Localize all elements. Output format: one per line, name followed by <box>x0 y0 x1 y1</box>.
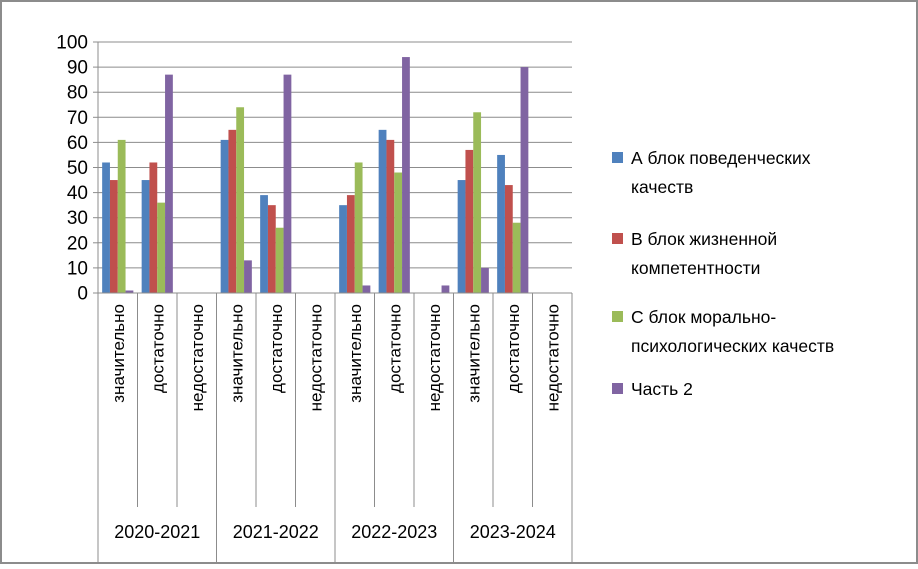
axes <box>93 41 573 563</box>
bar <box>339 205 347 293</box>
bar <box>457 180 466 293</box>
bar <box>386 139 395 293</box>
legend-swatch <box>612 311 623 322</box>
legend-label: психологических качеств <box>631 336 834 356</box>
x-category-label: достаточно <box>267 304 286 393</box>
y-tick-label: 60 <box>67 133 88 154</box>
legend-swatch <box>612 152 623 163</box>
bar <box>512 222 521 293</box>
x-group-label: 2023-2024 <box>470 522 556 542</box>
bar <box>125 290 134 293</box>
bar <box>260 195 268 293</box>
y-tick-label: 100 <box>56 33 88 54</box>
legend-label: качеств <box>631 177 693 197</box>
bar <box>497 154 505 293</box>
bar <box>165 74 173 293</box>
y-tick-label: 40 <box>67 183 88 204</box>
x-axis-categories: значительно достаточно недостаточно значите… <box>109 304 563 411</box>
bar <box>228 129 237 293</box>
x-category-label: значительно <box>464 304 483 403</box>
bar <box>504 185 513 293</box>
bar <box>441 285 450 293</box>
bar <box>220 139 229 293</box>
x-category-label: недостаточно <box>306 304 325 411</box>
x-category-label: недостаточно <box>543 304 562 411</box>
legend: А блок поведенческих качеств В блок жизнен… <box>612 148 834 399</box>
x-category-label: значительно <box>109 304 128 403</box>
bar <box>346 195 355 293</box>
legend-label: Часть 2 <box>631 379 693 399</box>
bar <box>402 57 410 294</box>
legend-label: А блок поведенческих <box>631 148 811 168</box>
legend-label: С блок морально- <box>631 307 776 327</box>
y-tick-label: 0 <box>77 284 88 305</box>
bar <box>244 260 252 293</box>
x-category-label: достаточно <box>148 304 167 393</box>
bar <box>102 162 110 293</box>
legend-swatch <box>612 383 623 394</box>
bar <box>378 129 387 293</box>
y-axis-ticks: 0 10 20 30 40 50 60 70 80 90 100 <box>56 33 88 305</box>
bar <box>283 74 292 293</box>
y-tick-label: 10 <box>67 258 88 279</box>
gridlines <box>98 41 572 269</box>
y-tick-label: 30 <box>67 208 88 229</box>
x-category-label: недостаточно <box>188 304 207 411</box>
bar <box>520 67 529 293</box>
bar <box>236 107 245 293</box>
x-category-label: достаточно <box>504 304 523 393</box>
legend-swatch <box>612 233 623 244</box>
legend-label: компетентности <box>631 258 760 278</box>
bar <box>362 285 371 293</box>
y-tick-label: 80 <box>67 83 88 104</box>
bar <box>481 267 489 293</box>
bar <box>267 205 276 293</box>
y-tick-label: 50 <box>67 158 88 179</box>
x-axis-groups: 2020-2021 2021-2022 2022-2023 2023-2024 <box>114 522 556 542</box>
x-category-label: достаточно <box>385 304 404 393</box>
x-group-label: 2022-2023 <box>351 522 437 542</box>
bar <box>275 227 284 293</box>
x-category-label: значительно <box>227 304 246 403</box>
bar <box>149 162 158 293</box>
bar <box>473 112 482 293</box>
legend-label: В блок жизненной <box>631 229 777 249</box>
x-category-label: недостаточно <box>425 304 444 411</box>
y-tick-label: 90 <box>67 58 88 79</box>
bars <box>102 57 529 294</box>
bar <box>354 162 363 293</box>
x-category-label: значительно <box>346 304 365 403</box>
bar <box>109 180 118 293</box>
x-group-label: 2020-2021 <box>114 522 200 542</box>
bar <box>141 180 150 293</box>
bar <box>117 139 126 293</box>
bar <box>394 172 403 293</box>
y-tick-label: 70 <box>67 108 88 129</box>
y-tick-label: 20 <box>67 233 88 254</box>
bar <box>465 149 474 293</box>
x-group-label: 2021-2022 <box>233 522 319 542</box>
bar <box>157 202 166 293</box>
